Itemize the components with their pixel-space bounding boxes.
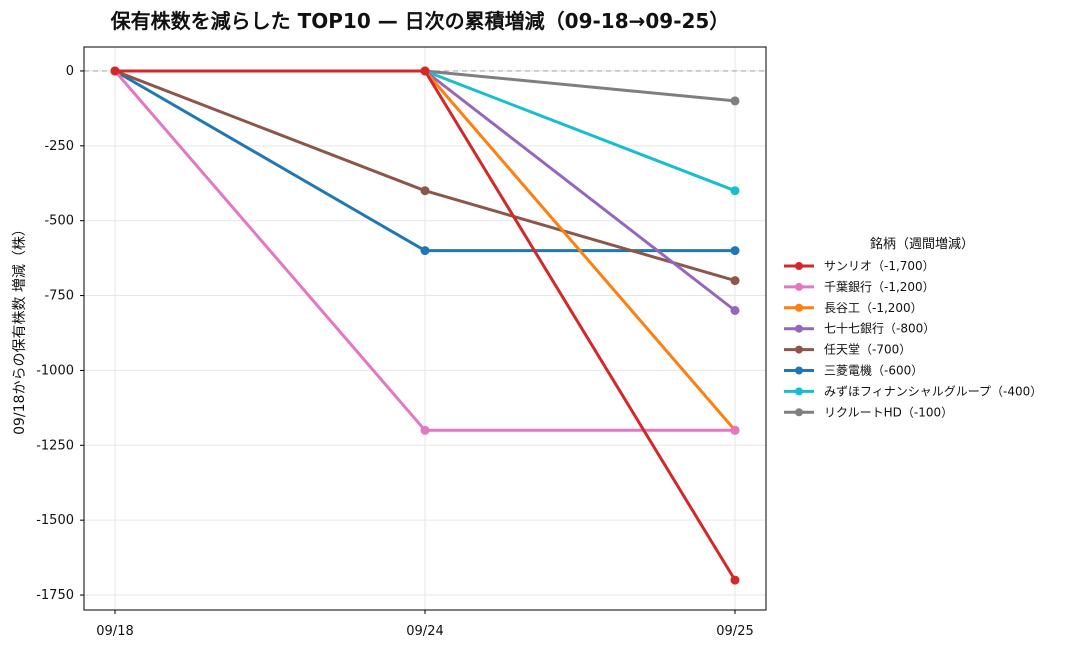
data-point <box>730 246 740 256</box>
legend-swatch-marker <box>795 303 803 312</box>
legend-title: 銘柄（週間増減） <box>870 236 974 252</box>
series-group <box>110 66 740 585</box>
y-tick-label: -1750 <box>36 588 74 603</box>
legend: 銘柄（週間増減） サンリオ（-1,700） 千葉銀行（-1,200） 長谷工（-1,… <box>784 236 1042 419</box>
legend-swatch-marker <box>795 282 803 291</box>
chart-title: 保有株数を減らした TOP10 — 日次の累積増減（09-18→09-25） <box>110 9 730 33</box>
legend-swatch-marker <box>795 408 803 417</box>
data-point <box>730 425 740 435</box>
grid <box>84 47 766 610</box>
legend-item: 三菱電機（-600） <box>784 363 923 378</box>
legend-item: 千葉銀行（-1,200） <box>784 280 935 294</box>
y-tick-label: -750 <box>44 289 74 304</box>
legend-item: みずほフィナンシャルグループ（-400） <box>784 384 1042 398</box>
data-point <box>420 66 430 76</box>
y-tick-label: -1500 <box>36 513 74 528</box>
data-point <box>730 276 740 286</box>
legend-item: 長谷工（-1,200） <box>784 301 923 315</box>
legend-label: 七十七銀行（-800） <box>824 322 935 336</box>
y-axis-label: 09/18からの保有株数 増減（株） <box>11 222 28 435</box>
y-tick-label: -1000 <box>36 363 74 378</box>
legend-swatch-marker <box>795 366 803 375</box>
x-tick-label: 09/24 <box>406 624 443 639</box>
legend-label: 千葉銀行（-1,200） <box>824 280 935 294</box>
legend-item: 七十七銀行（-800） <box>784 322 935 336</box>
data-point <box>420 186 430 196</box>
y-tick-label: 0 <box>66 64 74 79</box>
series-layer <box>110 66 740 585</box>
data-point <box>730 96 740 106</box>
legend-item: 任天堂（-700） <box>784 343 911 357</box>
data-point <box>730 186 740 196</box>
legend-label: 長谷工（-1,200） <box>824 301 923 315</box>
x-tick-label: 09/18 <box>96 624 133 639</box>
legend-label: 三菱電機（-600） <box>824 363 923 378</box>
y-tick-label: -1250 <box>36 438 74 453</box>
legend-swatch-marker <box>795 387 803 396</box>
legend-item: リクルートHD（-100） <box>784 405 953 419</box>
legend-label: みずほフィナンシャルグループ（-400） <box>824 384 1042 398</box>
data-point <box>420 425 430 435</box>
legend-item: サンリオ（-1,700） <box>784 259 935 273</box>
data-point <box>730 306 740 315</box>
y-tick-label: -250 <box>44 139 74 154</box>
data-point <box>420 246 430 256</box>
legend-label: サンリオ（-1,700） <box>824 259 935 273</box>
legend-label: 任天堂（-700） <box>824 343 911 357</box>
y-tick-label: -500 <box>44 214 74 229</box>
data-point <box>730 575 740 585</box>
data-point <box>110 66 120 76</box>
axes: 0 -250 -500 -750 -1000 -1250 -1500 -1750 09/18 09… <box>36 64 754 639</box>
legend-swatch-marker <box>795 324 803 333</box>
legend-swatch-marker <box>795 262 803 270</box>
legend-swatch-marker <box>795 345 803 354</box>
x-tick-label: 09/25 <box>716 624 753 639</box>
legend-label: リクルートHD（-100） <box>824 405 953 419</box>
